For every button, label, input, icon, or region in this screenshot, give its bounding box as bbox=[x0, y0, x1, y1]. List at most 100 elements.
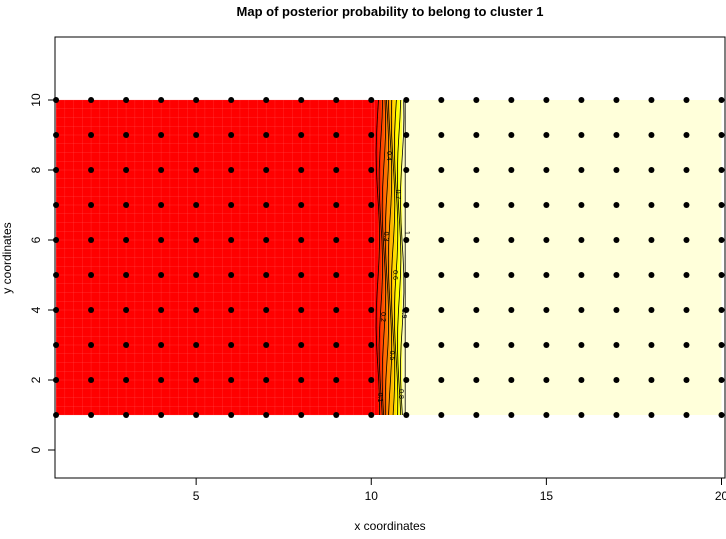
data-point bbox=[368, 342, 375, 348]
data-point bbox=[613, 167, 620, 173]
data-point bbox=[438, 202, 445, 208]
data-point bbox=[333, 237, 340, 243]
data-point bbox=[613, 377, 620, 383]
data-point bbox=[473, 272, 480, 278]
data-point bbox=[298, 342, 305, 348]
data-point bbox=[438, 97, 445, 103]
data-point bbox=[718, 167, 725, 173]
plot-box bbox=[54, 36, 726, 479]
data-point bbox=[158, 272, 165, 278]
data-point bbox=[298, 377, 305, 383]
data-point bbox=[88, 167, 95, 173]
data-point bbox=[648, 307, 655, 313]
data-point bbox=[648, 167, 655, 173]
data-point bbox=[648, 342, 655, 348]
probability-fill bbox=[55, 99, 722, 416]
data-point bbox=[53, 412, 60, 418]
data-point bbox=[263, 412, 270, 418]
data-point bbox=[333, 202, 340, 208]
fill-band bbox=[390, 100, 394, 415]
data-point bbox=[228, 97, 235, 103]
data-point bbox=[473, 202, 480, 208]
data-point bbox=[438, 132, 445, 138]
data-point bbox=[438, 167, 445, 173]
data-point bbox=[158, 167, 165, 173]
data-point bbox=[123, 307, 130, 313]
fill-band bbox=[377, 100, 382, 415]
data-point bbox=[718, 342, 725, 348]
data-point bbox=[543, 237, 550, 243]
data-point bbox=[263, 272, 270, 278]
data-point bbox=[648, 237, 655, 243]
data-point bbox=[158, 202, 165, 208]
data-point bbox=[403, 237, 410, 243]
y-axis-label: y coordinates bbox=[0, 222, 14, 293]
data-point bbox=[263, 167, 270, 173]
data-point bbox=[123, 237, 130, 243]
data-point bbox=[333, 132, 340, 138]
data-point bbox=[333, 342, 340, 348]
x-axis: 5 10 15 20 bbox=[193, 478, 726, 503]
data-point bbox=[578, 307, 585, 313]
data-point bbox=[263, 132, 270, 138]
data-point bbox=[508, 272, 515, 278]
data-point bbox=[543, 307, 550, 313]
data-point bbox=[543, 342, 550, 348]
data-point bbox=[438, 272, 445, 278]
fill-band bbox=[396, 100, 400, 415]
data-point bbox=[158, 412, 165, 418]
data-point bbox=[263, 377, 270, 383]
contour-label: 0.4 bbox=[385, 151, 392, 161]
data-point bbox=[438, 412, 445, 418]
data-point bbox=[88, 97, 95, 103]
data-point bbox=[368, 167, 375, 173]
x-tick-label: 10 bbox=[365, 489, 379, 503]
fill-band bbox=[393, 100, 397, 415]
contour-line bbox=[393, 99, 399, 416]
data-point bbox=[123, 412, 130, 418]
chart-title: Map of posterior probability to belong t… bbox=[237, 4, 544, 19]
data-point bbox=[298, 412, 305, 418]
data-point bbox=[88, 307, 95, 313]
y-tick-label: 2 bbox=[29, 376, 43, 383]
data-point bbox=[403, 167, 410, 173]
data-point bbox=[508, 237, 515, 243]
contour-line bbox=[375, 99, 381, 416]
data-point bbox=[123, 342, 130, 348]
data-point bbox=[718, 412, 725, 418]
data-point bbox=[543, 412, 550, 418]
contour-label: 0.1 bbox=[376, 393, 383, 403]
data-point bbox=[718, 307, 725, 313]
data-point bbox=[578, 237, 585, 243]
data-point bbox=[403, 272, 410, 278]
data-point bbox=[613, 202, 620, 208]
data-point bbox=[158, 237, 165, 243]
data-point bbox=[473, 237, 480, 243]
y-tick-label: 6 bbox=[29, 236, 43, 243]
contour-line bbox=[378, 99, 383, 416]
data-point bbox=[473, 132, 480, 138]
data-point bbox=[648, 377, 655, 383]
data-point bbox=[158, 307, 165, 313]
data-point bbox=[648, 132, 655, 138]
y-tick-label: 4 bbox=[29, 306, 43, 313]
data-point bbox=[88, 202, 95, 208]
contour-label: 0.8 bbox=[397, 389, 404, 399]
data-point bbox=[368, 307, 375, 313]
y-axis: 0 2 4 6 8 10 bbox=[29, 93, 55, 453]
data-point bbox=[298, 132, 305, 138]
data-point bbox=[53, 272, 60, 278]
data-point bbox=[718, 202, 725, 208]
data-point bbox=[193, 412, 200, 418]
contour-lines: 0.10.20.30.40.50.60.70.80.91 bbox=[375, 99, 410, 416]
data-point bbox=[333, 412, 340, 418]
data-point bbox=[613, 237, 620, 243]
data-point bbox=[228, 272, 235, 278]
data-point bbox=[543, 167, 550, 173]
data-point bbox=[333, 307, 340, 313]
data-point bbox=[508, 132, 515, 138]
fill-band bbox=[386, 100, 391, 415]
y-tick-label: 8 bbox=[29, 166, 43, 173]
data-point bbox=[158, 377, 165, 383]
data-point bbox=[683, 237, 690, 243]
